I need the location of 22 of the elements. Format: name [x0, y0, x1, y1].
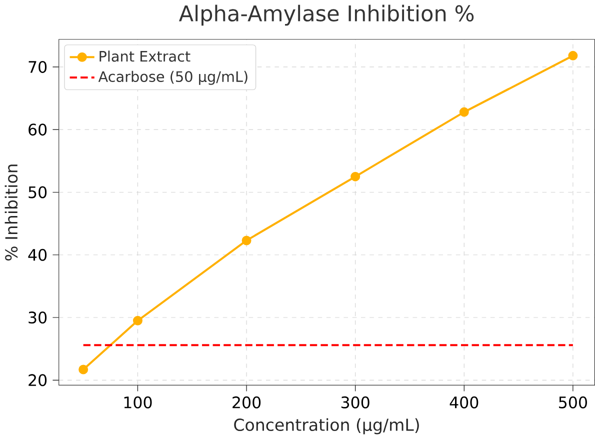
point	[350, 172, 360, 182]
y-tick-label: 20	[28, 374, 47, 386]
x-tick-label: 300	[341, 396, 370, 408]
x-tick-label: 400	[450, 396, 478, 408]
y-tick-label: 50	[28, 186, 47, 198]
point	[132, 316, 142, 326]
x-tick-label: 500	[559, 396, 587, 408]
y-axis-title: % Inhibition	[4, 164, 18, 260]
x-axis-title: Concentration (µg/mL)	[234, 418, 419, 434]
point	[459, 107, 469, 117]
x-tick-label: 200	[232, 396, 261, 408]
x-tick-label: 100	[124, 396, 152, 408]
y-tick-label: 30	[28, 312, 47, 324]
point	[568, 50, 578, 60]
y-tick-label: 70	[28, 60, 47, 73]
chart-title: Alpha-Amylase Inhibition %	[178, 4, 474, 26]
point	[78, 364, 88, 374]
legend-label: Plant Extract	[100, 50, 190, 62]
y-tick-label: 40	[28, 248, 47, 261]
legend-label: Acarbose (50 µg/mL)	[98, 70, 248, 85]
point	[242, 236, 252, 246]
y-tick-label: 60	[28, 124, 47, 136]
